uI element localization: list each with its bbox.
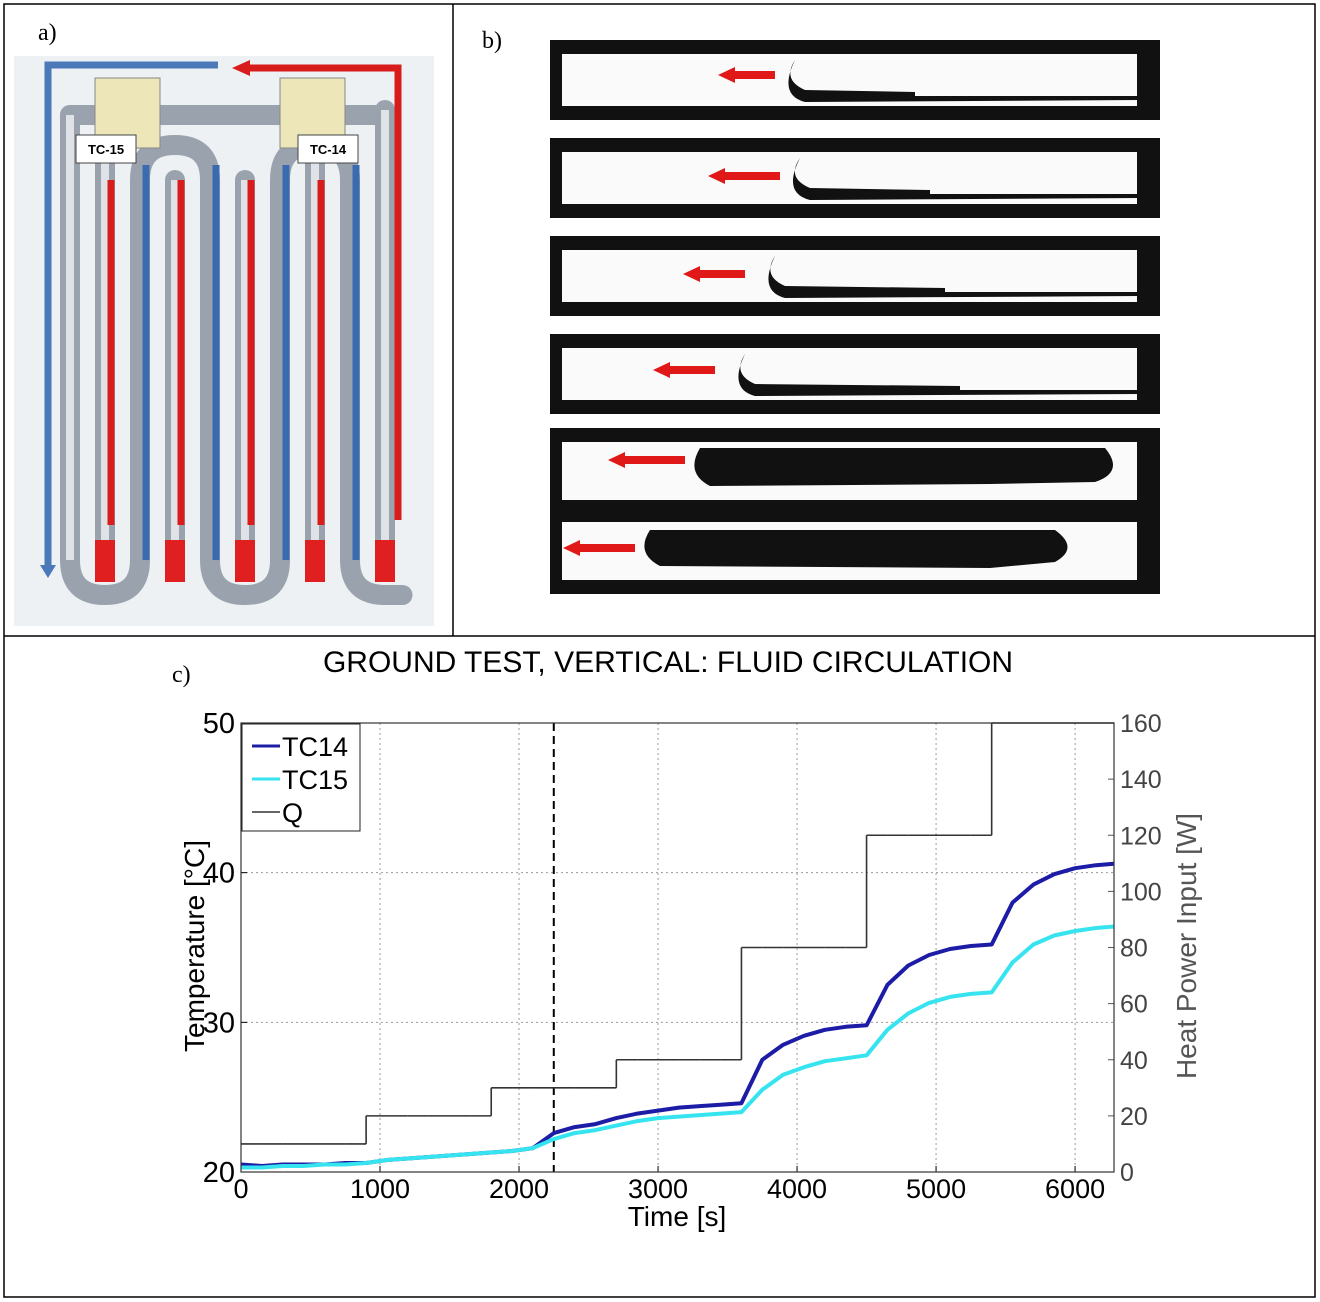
x-tick-label: 2000 [489, 1174, 549, 1204]
tag: TC-14 [310, 142, 347, 157]
tag: TC-15 [88, 142, 124, 157]
x-tick-label: 6000 [1045, 1174, 1105, 1204]
y2-tick-label: 80 [1120, 935, 1148, 963]
y-tick-label: 30 [203, 1007, 235, 1039]
y2-tick-label: 160 [1120, 710, 1162, 738]
x-tick-label: 3000 [628, 1174, 688, 1204]
strip [550, 334, 1160, 414]
y-tick-label: 20 [203, 1157, 235, 1189]
heater [95, 540, 115, 582]
y2-tick-label: 100 [1120, 878, 1162, 906]
x-tick-label: 0 [233, 1174, 248, 1204]
y2-tick-label: 140 [1120, 766, 1162, 794]
y2-tick-label: 0 [1120, 1159, 1134, 1187]
strip [550, 428, 1160, 514]
axes-frame [240, 722, 1115, 1173]
y-tick-label: 40 [203, 858, 235, 890]
heater [305, 540, 325, 582]
flow-arrow [250, 64, 402, 520]
tube-highlight [66, 110, 389, 560]
y2-tick-label: 40 [1120, 1047, 1148, 1075]
x-axis-label: Time [s] [628, 1201, 727, 1232]
plot: 0 1000 2000 3000 4000 5000 6000203040500204060… [203, 708, 1162, 1204]
arrow-head [40, 565, 56, 578]
panel-label: b) [482, 28, 502, 54]
y2-tick-label: 60 [1120, 991, 1148, 1019]
tag-box [75, 134, 137, 164]
chart-title: GROUND TEST, VERTICAL: FLUID CIRCULATION [323, 646, 1013, 679]
panel-label: c) [172, 662, 191, 688]
y2-tick-label: 120 [1120, 822, 1162, 850]
arrow-head [232, 60, 250, 76]
heater [375, 540, 395, 582]
panel-label: a) [38, 20, 57, 46]
strip [550, 236, 1160, 316]
strip [550, 508, 1160, 594]
photo-strips [550, 40, 1160, 594]
tag-box [297, 134, 359, 164]
legend-label: TC14 [282, 732, 348, 762]
series-line [241, 924, 1115, 1170]
x-tick-label: 4000 [767, 1174, 827, 1204]
y2-axis-label: Heat Power Input [W] [1171, 813, 1202, 1079]
heater [235, 540, 255, 582]
flow-arrow [44, 61, 218, 565]
strip [550, 40, 1160, 120]
y2-tick-label: 20 [1120, 1103, 1148, 1131]
legend-label: TC15 [282, 765, 348, 795]
y-tick-label: 50 [203, 708, 235, 740]
y-axis-label: Temperature [°C] [179, 840, 210, 1052]
strip [550, 138, 1160, 218]
x-tick-label: 5000 [906, 1174, 966, 1204]
table-border [3, 3, 1316, 1298]
x-tick-label: 1000 [350, 1174, 410, 1204]
plot-area [241, 723, 1114, 1172]
legend-label: Q [282, 798, 303, 828]
tube [60, 105, 413, 606]
heater [165, 540, 185, 582]
schematic: TC-15 TC-14 [14, 56, 434, 626]
